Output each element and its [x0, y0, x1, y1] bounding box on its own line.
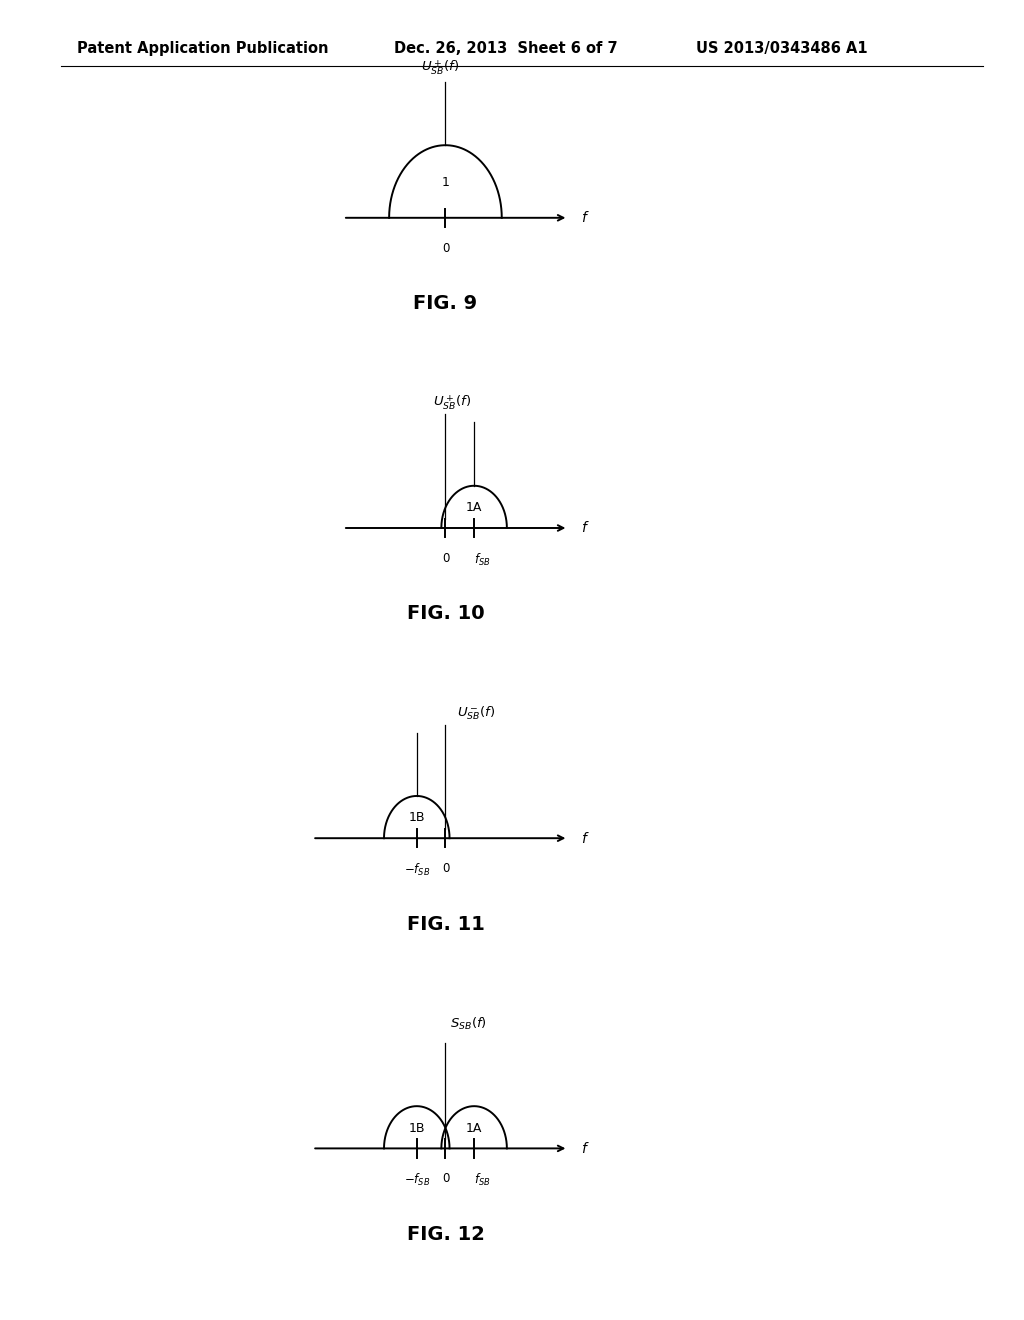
Text: $f$: $f$	[581, 520, 589, 536]
Text: $f$: $f$	[581, 210, 589, 226]
Text: US 2013/0343486 A1: US 2013/0343486 A1	[696, 41, 868, 57]
Text: 0: 0	[441, 862, 450, 875]
Text: $f$: $f$	[581, 1140, 589, 1156]
Text: $f$: $f$	[581, 830, 589, 846]
Text: 1B: 1B	[409, 1122, 425, 1135]
Text: $f_{SB}$: $f_{SB}$	[474, 1172, 490, 1188]
Text: $S_{SB}(f)$: $S_{SB}(f)$	[450, 1016, 486, 1032]
Text: 0: 0	[441, 1172, 450, 1185]
Text: 1B: 1B	[409, 812, 425, 825]
Text: $f_{SB}$: $f_{SB}$	[474, 552, 490, 568]
Text: $U^+_{SB}(f)$: $U^+_{SB}(f)$	[432, 393, 471, 412]
Text: FIG. 12: FIG. 12	[407, 1225, 484, 1243]
Text: 0: 0	[441, 552, 450, 565]
Text: $U^+_{SB}(f)$: $U^+_{SB}(f)$	[421, 58, 460, 77]
Text: 1: 1	[441, 177, 450, 190]
Text: $-f_{SB}$: $-f_{SB}$	[403, 1172, 430, 1188]
Text: $U^-_{SB}(f)$: $U^-_{SB}(f)$	[457, 705, 496, 722]
Text: Patent Application Publication: Patent Application Publication	[77, 41, 329, 57]
Text: Dec. 26, 2013  Sheet 6 of 7: Dec. 26, 2013 Sheet 6 of 7	[394, 41, 617, 57]
Text: FIG. 9: FIG. 9	[414, 294, 477, 313]
Text: FIG. 10: FIG. 10	[407, 605, 484, 623]
Text: 1A: 1A	[466, 502, 482, 515]
Text: 0: 0	[441, 242, 450, 255]
Text: $-f_{SB}$: $-f_{SB}$	[403, 862, 430, 878]
Text: FIG. 11: FIG. 11	[407, 915, 484, 933]
Text: 1A: 1A	[466, 1122, 482, 1135]
